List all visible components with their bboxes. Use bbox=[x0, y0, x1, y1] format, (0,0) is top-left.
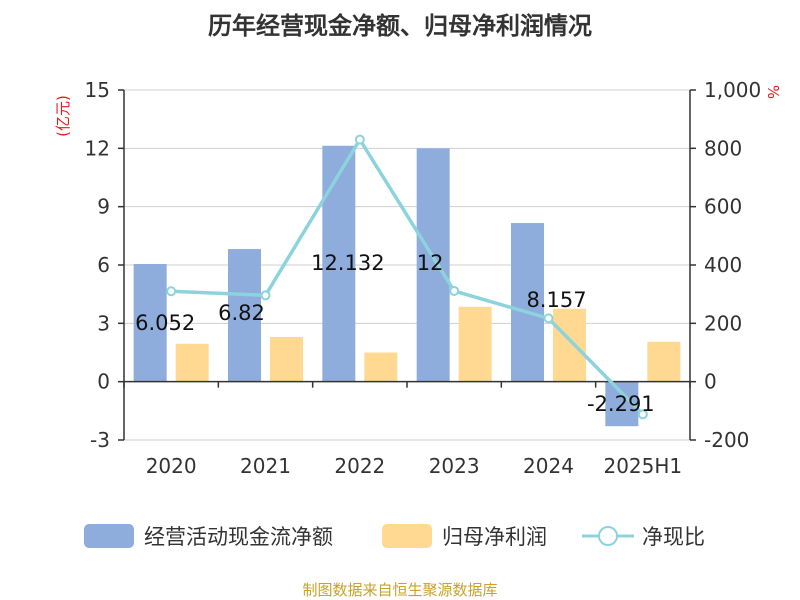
right-axis-unit: % bbox=[764, 85, 782, 99]
bar-net-profit bbox=[553, 308, 586, 382]
right-axis-tick-label: -200 bbox=[704, 428, 749, 452]
legend-label-net-profit: 归母净利润 bbox=[442, 525, 547, 549]
x-axis-tick-label: 2021 bbox=[240, 454, 291, 478]
right-axis-tick-label: 200 bbox=[704, 311, 742, 335]
legend-label-ratio: 净现比 bbox=[642, 525, 705, 549]
bar-data-label: 12.132 bbox=[311, 251, 384, 275]
x-axis-tick-label: 2022 bbox=[334, 454, 385, 478]
bar-net-profit bbox=[175, 343, 209, 382]
source-note: 制图数据来自恒生聚源数据库 bbox=[302, 581, 497, 599]
bar-cashflow bbox=[416, 148, 450, 382]
bar-net-profit bbox=[647, 341, 681, 382]
bars bbox=[133, 145, 681, 427]
ratio-point bbox=[543, 313, 554, 324]
right-axis-tick-label: 0 bbox=[704, 370, 717, 394]
bar-net-profit bbox=[364, 352, 398, 382]
gridlines bbox=[124, 89, 690, 441]
legend-swatch-net-profit bbox=[382, 524, 432, 548]
x-axis-tick-label: 2020 bbox=[146, 454, 197, 478]
bar-net-profit bbox=[458, 306, 492, 382]
ratio-point bbox=[449, 285, 460, 296]
ratio-point bbox=[354, 134, 365, 145]
right-axis-tick-label: 600 bbox=[704, 195, 742, 219]
right-axis-tick-label: 800 bbox=[704, 136, 742, 160]
left-axis-tick-label: 6 bbox=[97, 253, 110, 277]
bar-data-label: 8.157 bbox=[526, 288, 586, 312]
legend-swatch-cashflow bbox=[84, 524, 134, 548]
bar-cashflow bbox=[133, 263, 167, 382]
right-axis-tick-label: 400 bbox=[704, 253, 742, 277]
x-axis-tick-label: 2024 bbox=[523, 454, 574, 478]
ratio-line bbox=[171, 136, 645, 416]
left-axis-tick-label: 9 bbox=[97, 195, 110, 219]
bar-cashflow bbox=[511, 223, 544, 382]
bar-data-label: -2.291 bbox=[587, 392, 655, 416]
left-axis-tick-label: 0 bbox=[97, 370, 110, 394]
bar-data-label: 12 bbox=[417, 251, 444, 275]
ratio-point bbox=[637, 409, 648, 420]
right-axis-tick-label: 1,000 bbox=[704, 78, 761, 102]
legend: 经营活动现金流净额 归母净利润 净现比 bbox=[84, 524, 705, 549]
ratio-point bbox=[166, 286, 177, 297]
data-labels: 6.052 6.82 12.132 12 8.157 -2.291 bbox=[135, 251, 655, 416]
left-axis-tick-label: 15 bbox=[85, 78, 110, 102]
bar-cashflow bbox=[322, 145, 356, 382]
bar-data-label: 6.82 bbox=[218, 301, 265, 325]
x-axis-tick-label: 2025H1 bbox=[603, 454, 682, 478]
bar-net-profit bbox=[270, 336, 303, 382]
ratio-point bbox=[260, 290, 271, 301]
left-axis-tick-label: 3 bbox=[97, 311, 110, 335]
ratio-line-series bbox=[166, 134, 648, 420]
legend-swatch-ratio-marker bbox=[598, 526, 618, 546]
left-axis-tick-label: 12 bbox=[85, 136, 110, 160]
axes: -3 0 3 6 9 12 15 -200 0 200 400 600 800 1,000 2020 2021… bbox=[85, 78, 762, 478]
bar-cashflow bbox=[228, 249, 261, 382]
left-axis-tick-label: -3 bbox=[90, 428, 110, 452]
x-axis-tick-label: 2023 bbox=[429, 454, 480, 478]
left-axis-unit: (亿元) bbox=[54, 95, 72, 137]
bar-data-label: 6.052 bbox=[135, 311, 195, 335]
chart-title: 历年经营现金净额、归母净利润情况 bbox=[208, 12, 592, 40]
legend-label-cashflow: 经营活动现金流净额 bbox=[144, 525, 333, 549]
